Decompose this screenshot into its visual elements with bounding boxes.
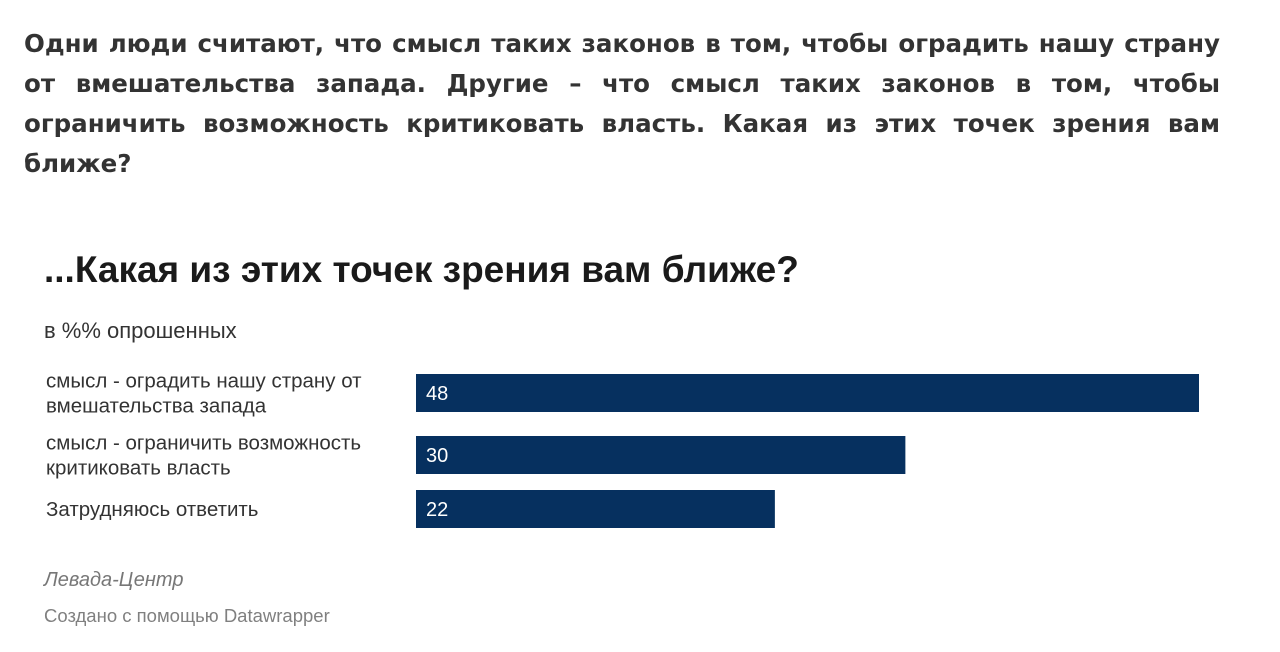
bar-value-label-2: 30: [426, 445, 448, 467]
category-label-1: смысл - оградить нашу страну от вмешатель…: [46, 370, 362, 418]
category-label-2: смысл - ограничить возможность критиковат…: [46, 432, 361, 480]
bar-value-label-1: 48: [426, 383, 448, 405]
bar-value-label-3: 22: [426, 499, 448, 521]
bar-3: [416, 490, 775, 528]
credit-label: Создано с помощью Datawrapper: [44, 605, 330, 626]
bar-1: [416, 374, 1199, 412]
bar-2: [416, 436, 906, 474]
chart-subtitle: в %% опрошенных: [44, 318, 237, 343]
intro-question-text: Одни люди считают, что смысл таких закон…: [24, 29, 1220, 178]
category-label-3: Затрудняюсь ответить: [46, 498, 258, 521]
chart-title: ...Какая из этих точек зрения вам ближе?: [44, 249, 799, 290]
bar-chart: 48 смысл - оградить нашу страну от вмешате…: [46, 370, 1199, 528]
source-label: Левада-Центр: [44, 569, 184, 591]
